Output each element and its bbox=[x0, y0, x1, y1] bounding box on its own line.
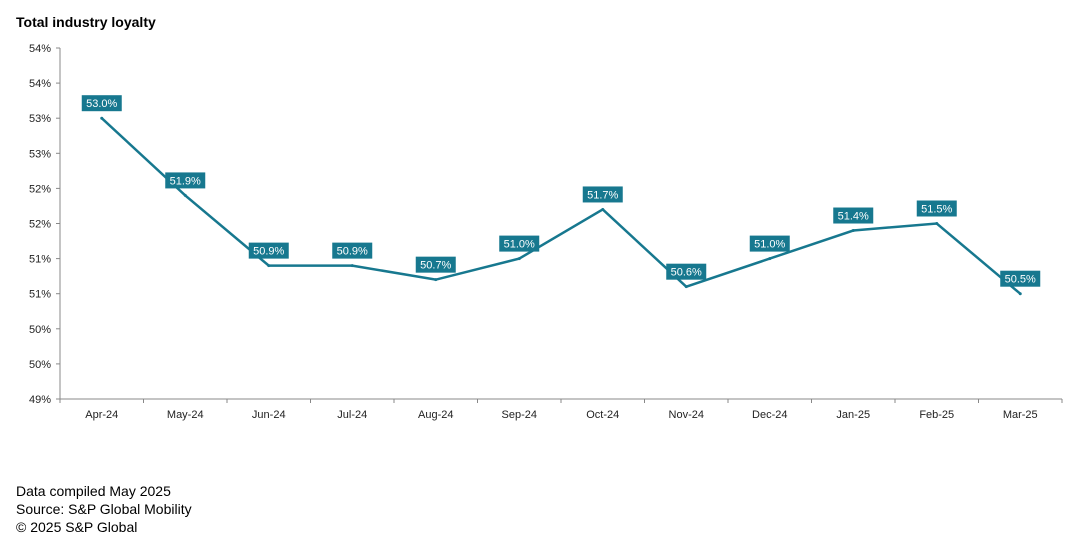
y-tick-label: 52% bbox=[29, 183, 51, 195]
y-tick-label: 50% bbox=[29, 359, 51, 371]
data-label-box bbox=[499, 235, 540, 252]
data-point bbox=[684, 285, 688, 289]
x-tick-label: Aug-24 bbox=[418, 409, 453, 421]
x-tick-label: Nov-24 bbox=[669, 409, 704, 421]
x-tick-label: Jul-24 bbox=[337, 409, 367, 421]
x-tick-label: Feb-25 bbox=[919, 409, 954, 421]
data-label: 51.0% bbox=[754, 239, 785, 251]
data-label: 51.5% bbox=[921, 204, 952, 216]
data-point bbox=[350, 264, 354, 268]
data-label: 50.9% bbox=[253, 246, 284, 258]
data-point bbox=[267, 264, 271, 268]
data-label: 50.6% bbox=[671, 267, 702, 279]
x-axis-ticks: Apr-24 May-24 Jun-24 Jul-24 Aug-24 Sep-24 Oct-… bbox=[59, 399, 1063, 421]
source-note: Source: S&P Global Mobility bbox=[16, 501, 192, 517]
y-tick-label: 50% bbox=[29, 324, 51, 336]
x-tick-label: Oct-24 bbox=[586, 409, 619, 421]
y-axis-ticks: 49% 50% 50% 51% 51% 52% 52% 53% 53% 54% 54% bbox=[29, 43, 60, 406]
series-line bbox=[100, 117, 1022, 295]
x-tick-label: Mar-25 bbox=[1003, 409, 1038, 421]
data-label: 53.0% bbox=[86, 98, 117, 110]
chart-axes bbox=[59, 48, 1062, 400]
data-compiled-note: Data compiled May 2025 bbox=[16, 483, 171, 499]
data-label: 50.5% bbox=[1005, 274, 1036, 286]
data-point bbox=[935, 222, 939, 225]
x-tick-label: May-24 bbox=[167, 409, 204, 421]
data-label-box bbox=[749, 235, 790, 252]
data-label-box bbox=[1000, 270, 1041, 287]
data-point bbox=[851, 229, 855, 233]
data-point bbox=[768, 257, 772, 261]
data-label-box bbox=[833, 207, 874, 224]
y-tick-label: 51% bbox=[29, 254, 51, 266]
copyright-note: © 2025 S&P Global bbox=[16, 519, 138, 535]
y-tick-label: 54% bbox=[29, 78, 51, 90]
x-tick-label: Jan-25 bbox=[836, 409, 870, 421]
x-tick-label: Dec-24 bbox=[752, 409, 787, 421]
data-point bbox=[1018, 292, 1022, 296]
data-label: 50.7% bbox=[420, 260, 451, 272]
data-label: 50.9% bbox=[337, 246, 368, 258]
y-tick-label: 49% bbox=[29, 394, 51, 406]
data-label: 51.4% bbox=[838, 211, 869, 223]
y-tick-label: 53% bbox=[29, 113, 51, 125]
x-tick-label: Jun-24 bbox=[252, 409, 286, 421]
x-tick-label: Sep-24 bbox=[502, 409, 537, 421]
data-label: 51.9% bbox=[170, 175, 201, 187]
data-label: 51.0% bbox=[504, 239, 535, 251]
data-label: 51.7% bbox=[587, 189, 618, 201]
x-tick-label: Apr-24 bbox=[85, 409, 118, 421]
line-chart: 49% 50% 50% 51% 51% 52% 52% 53% 53% 54% 54% Apr-24… bbox=[29, 43, 1063, 421]
data-label-box bbox=[332, 242, 373, 259]
data-point bbox=[517, 257, 521, 261]
series-layer bbox=[100, 116, 1022, 296]
data-point bbox=[601, 207, 605, 211]
data-point bbox=[434, 278, 438, 282]
data-point bbox=[100, 116, 104, 120]
y-tick-label: 51% bbox=[29, 289, 51, 301]
data-label-box bbox=[916, 200, 957, 217]
y-tick-label: 52% bbox=[29, 219, 51, 231]
data-label-box bbox=[248, 242, 289, 259]
chart-title: Total industry loyalty bbox=[16, 14, 156, 30]
data-point bbox=[183, 193, 187, 197]
y-tick-label: 53% bbox=[29, 148, 51, 160]
data-label-box bbox=[666, 263, 707, 280]
y-tick-label: 54% bbox=[29, 43, 51, 55]
data-label-box bbox=[415, 256, 456, 273]
chart-footer: Data compiled May 2025 Source: S&P Globa… bbox=[16, 482, 192, 536]
data-label-box bbox=[165, 172, 206, 189]
data-label-box bbox=[81, 95, 122, 112]
data-label-box bbox=[582, 186, 623, 203]
data-labels: 53.0% 51.9% 50.9% 50.9% 50.7% 51.0% 51.7% 50.6%… bbox=[81, 95, 1041, 287]
